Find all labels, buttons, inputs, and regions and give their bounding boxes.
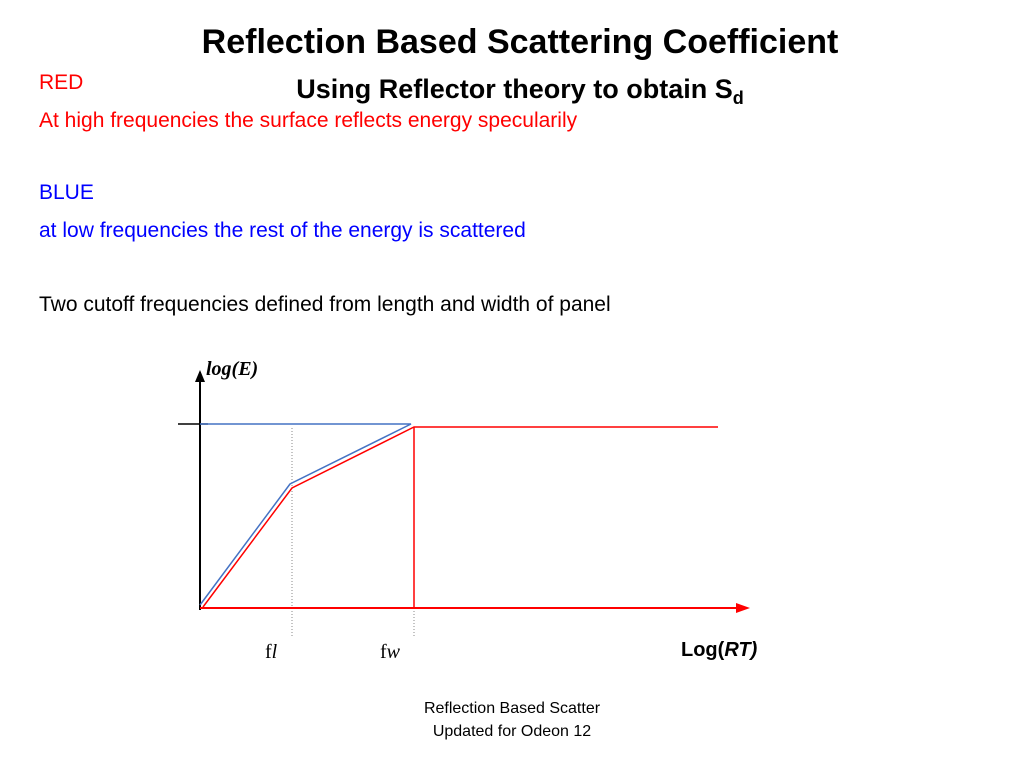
blue-heading: BLUE (39, 181, 94, 204)
tick-fl-prefix: f (265, 641, 272, 663)
red-heading: RED (39, 71, 84, 94)
slide-subtitle: Using Reflector theory to obtain Sd (0, 72, 1024, 115)
x-axis-label: Log(RT) (681, 639, 758, 661)
cutoff-description: Two cutoff frequencies defined from leng… (39, 293, 611, 316)
red-curve (202, 426, 718, 608)
tick-label-fl: fl (265, 641, 278, 663)
y-axis-arrowhead (195, 370, 205, 382)
tick-fl-italic: l (272, 641, 278, 663)
tick-fw-prefix: f (380, 641, 387, 663)
red-description: At high frequencies the surface reflects… (39, 109, 578, 132)
tick-fw-italic: w (387, 641, 401, 663)
x-axis-label-prefix: Log( (681, 639, 725, 661)
x-axis-arrowhead (736, 603, 750, 613)
x-axis-label-italic: RT) (724, 639, 757, 661)
slide-title: Reflection Based Scattering Coefficient (201, 23, 839, 61)
subtitle-text: Using Reflector theory to obtain S (296, 74, 733, 104)
subtitle-subscript: d (732, 88, 744, 108)
tick-label-fw: fw (380, 641, 401, 663)
footer-line-2: Updated for Odeon 12 (432, 723, 592, 740)
footer-line-1: Reflection Based Scatter (423, 700, 601, 717)
y-axis-label: log(E) (206, 358, 258, 380)
blue-description: at low frequencies the rest of the energ… (39, 219, 526, 242)
blue-curve (199, 423, 412, 606)
